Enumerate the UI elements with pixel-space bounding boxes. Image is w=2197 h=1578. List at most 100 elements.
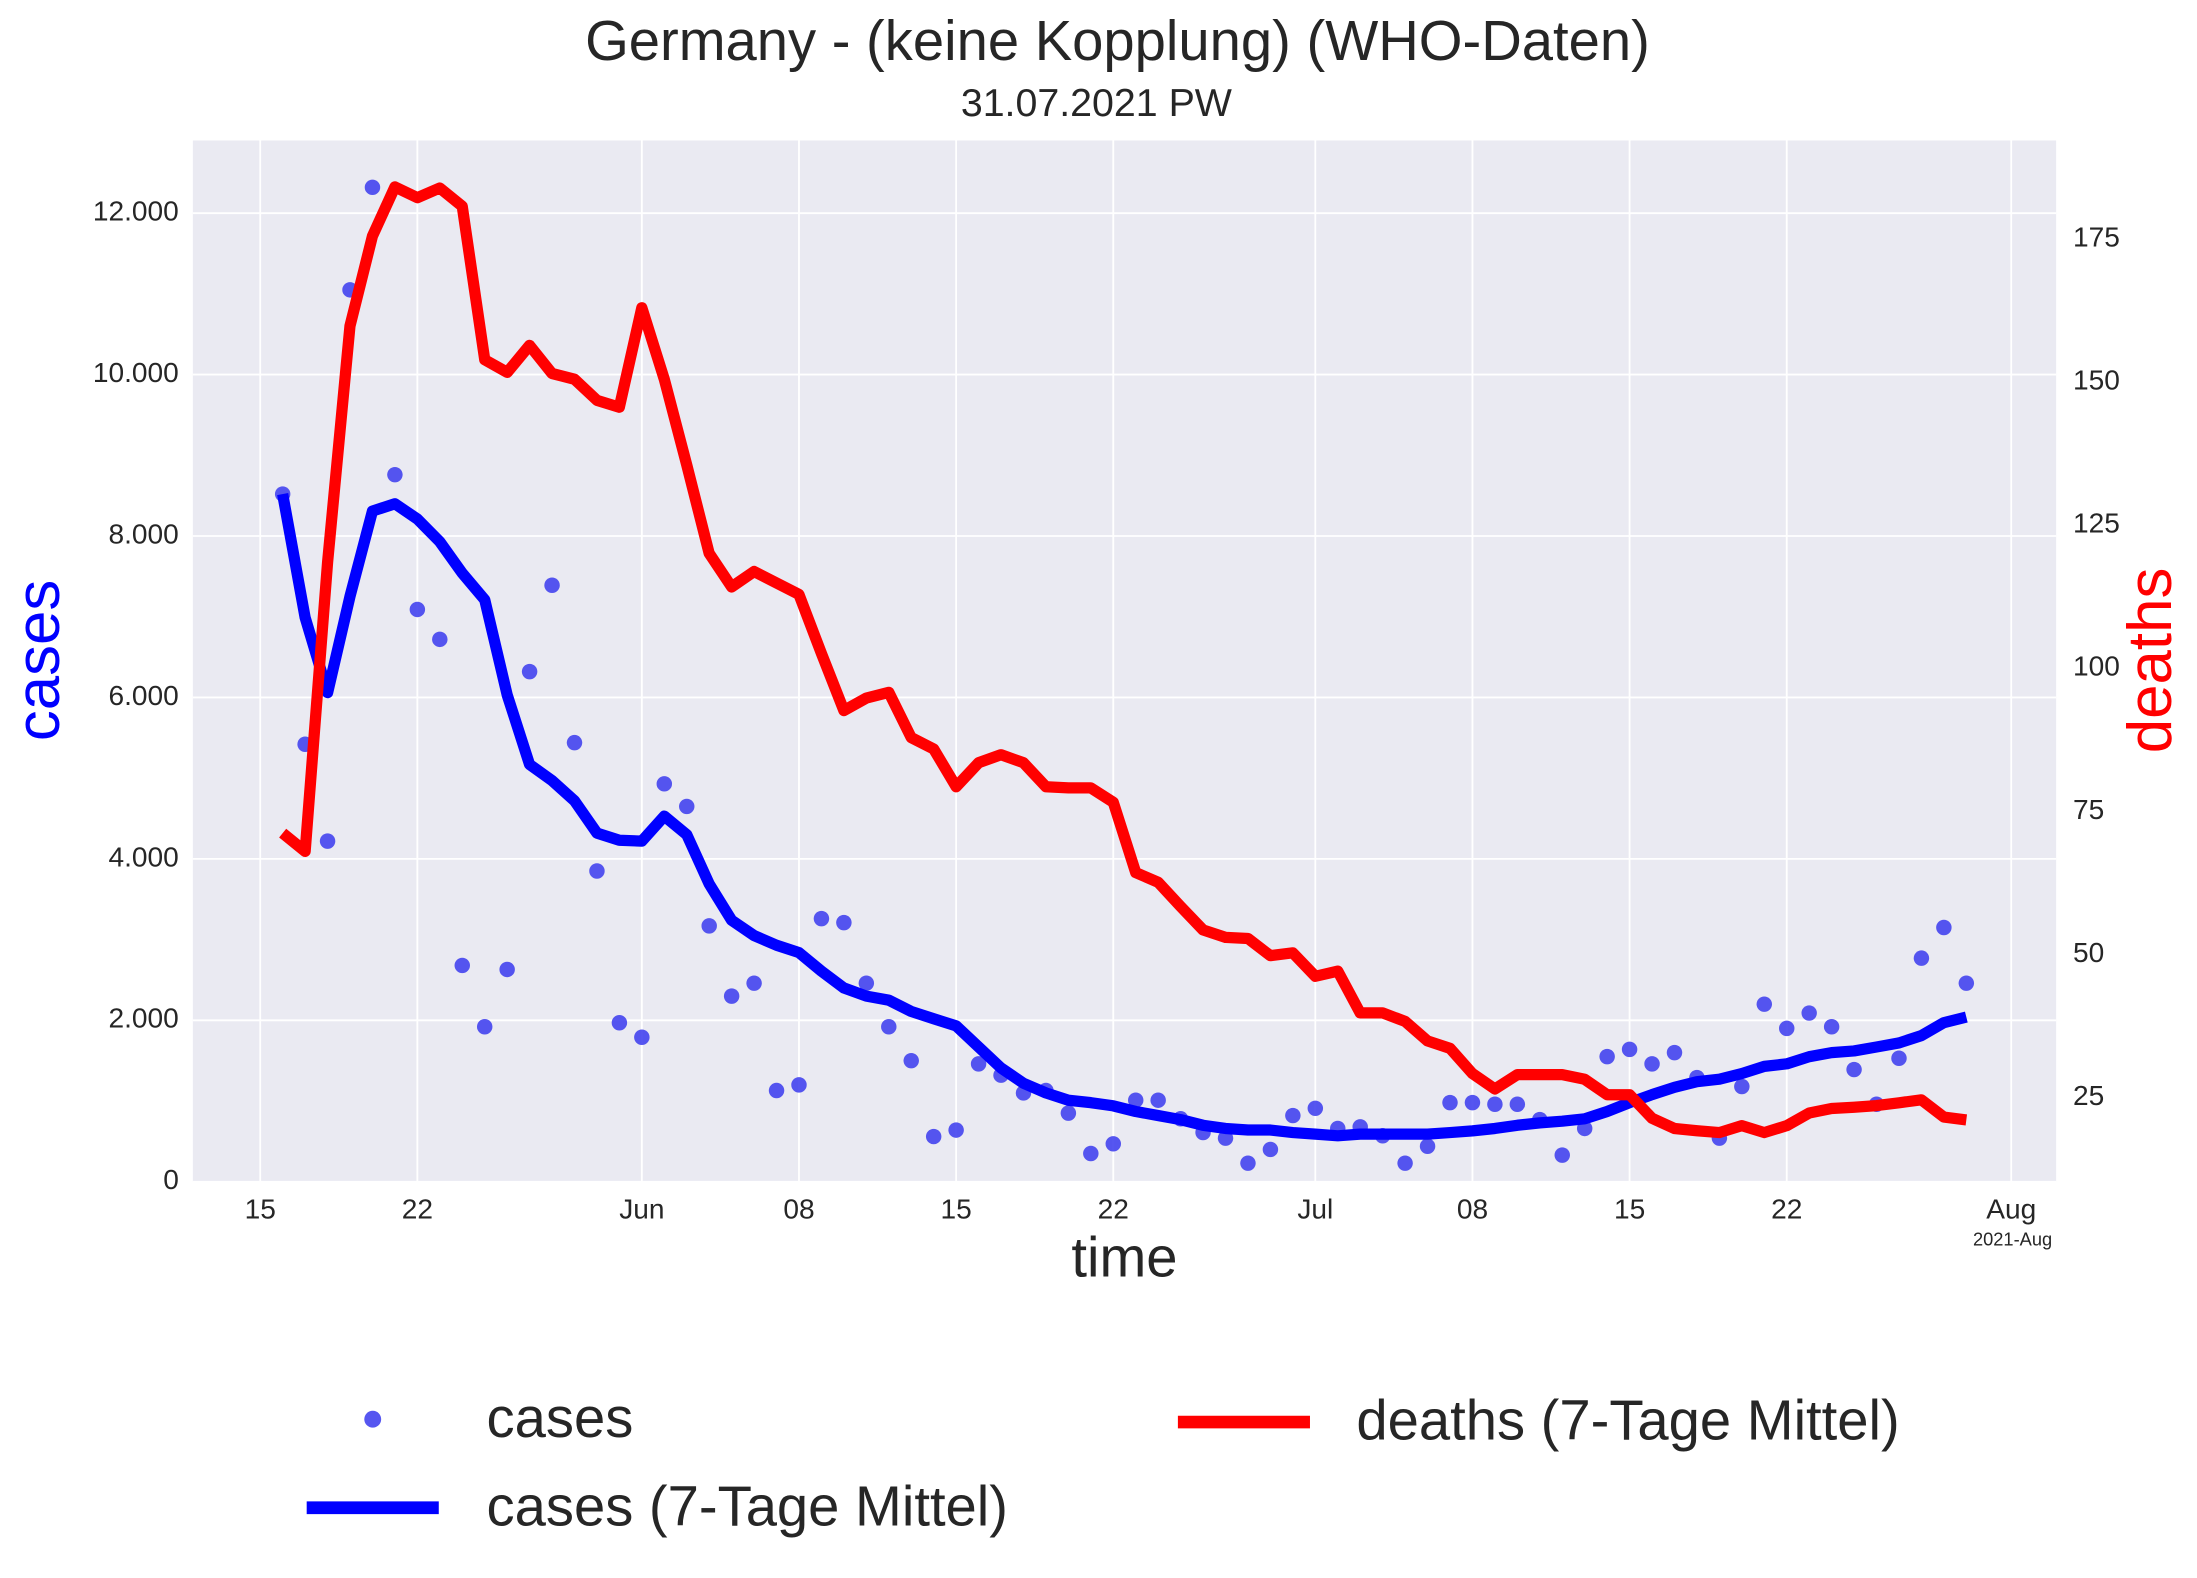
y2-tick-label: 125: [2073, 508, 2120, 539]
y-tick-label: 0: [163, 1164, 179, 1195]
data-point: [1599, 1048, 1615, 1065]
y2-axis-label: deaths: [2116, 568, 2185, 754]
chart-subtitle: 31.07.2021 PW: [961, 81, 1232, 125]
legend-label: cases (7-Tage Mittel): [487, 1474, 1008, 1537]
x-tick-label: 15: [941, 1194, 972, 1225]
data-point: [881, 1019, 897, 1035]
x-tick-label: Jun: [619, 1194, 664, 1225]
data-point: [521, 663, 538, 680]
data-point: [566, 734, 583, 751]
labels: 15 22 Jun 08 15 22 Jul 08 15 22 Aug 0 2.000 4.000 6.00…: [93, 196, 2120, 1225]
legend: cases cases (7-Tage Mittel) deaths (7-Tage…: [306, 1386, 1900, 1537]
y2-tick-label: 25: [2073, 1080, 2104, 1111]
data-point: [858, 975, 875, 991]
data-point: [1936, 919, 1952, 936]
data-point: [1891, 1050, 1907, 1066]
x-tick-label: 22: [402, 1194, 433, 1225]
data-point: [1464, 1094, 1481, 1111]
x-axis-label: time: [1071, 1226, 1177, 1289]
y2-tick-label: 150: [2073, 364, 2120, 395]
legend-label: cases: [487, 1386, 634, 1449]
data-point: [903, 1052, 919, 1069]
data-line: [279, 181, 1968, 1139]
data-point: [499, 961, 515, 978]
y-axis-label: cases: [4, 580, 73, 741]
data-point: [948, 1122, 964, 1138]
data-point: [1958, 975, 1975, 991]
y-tick-label: 4.000: [109, 841, 179, 872]
y-tick-label: 8.000: [109, 518, 179, 549]
data-point: [454, 957, 470, 974]
data-point: [1105, 1136, 1121, 1152]
data-point: [1554, 1147, 1570, 1163]
y-tick-label: 10.000: [93, 357, 179, 388]
data-point: [1442, 1094, 1458, 1111]
y-tick-label: 2.000: [109, 1003, 179, 1034]
x-tick-label: Jul: [1297, 1194, 1333, 1225]
x-tick-label: 22: [1771, 1194, 1802, 1225]
legend-marker: [364, 1410, 382, 1428]
y2-tick-label: 100: [2073, 651, 2120, 682]
data-point: [476, 1019, 493, 1035]
y2-tick-label: 75: [2073, 794, 2104, 825]
data-point: [1621, 1041, 1638, 1058]
data-point: [836, 914, 852, 931]
data-point: [746, 975, 762, 991]
data-point: [1307, 1100, 1324, 1117]
y-tick-label: 12.000: [93, 196, 179, 227]
data-point: [1083, 1145, 1099, 1162]
data-point: [1779, 1020, 1795, 1037]
data-point: [679, 798, 695, 815]
data-point: [1666, 1044, 1683, 1061]
data-line: [277, 493, 1968, 1142]
legend-label: deaths (7-Tage Mittel): [1356, 1389, 1899, 1452]
y2-tick-label: 175: [2073, 221, 2120, 252]
data-point: [1419, 1138, 1436, 1154]
x-tick-label: 22: [1098, 1194, 1129, 1225]
x-tick-label: 15: [245, 1194, 276, 1225]
data-point: [791, 1077, 807, 1093]
data-point: [1913, 950, 1930, 966]
y-tick-label: 6.000: [109, 680, 179, 711]
data-point: [1150, 1092, 1166, 1108]
data-point: [723, 988, 740, 1004]
data-point: [925, 1128, 942, 1145]
data-point: [768, 1082, 785, 1099]
data-point: [1509, 1096, 1526, 1112]
data-point: [634, 1029, 650, 1045]
data-point: [1644, 1056, 1660, 1072]
y2-tick-label: 50: [2073, 937, 2104, 968]
data-point: [589, 863, 605, 879]
x-tick-label: 08: [783, 1194, 814, 1225]
data-point: [319, 833, 336, 849]
data-point: [1801, 1005, 1817, 1021]
data-point: [364, 179, 381, 196]
data-point: [387, 466, 403, 483]
marks: [274, 179, 1975, 1171]
data-point: [611, 1015, 628, 1031]
x-tick-label: 15: [1614, 1194, 1645, 1225]
x-offset-label: 2021-Aug: [1973, 1229, 2052, 1250]
data-point: [1487, 1096, 1503, 1112]
data-point: [1756, 996, 1773, 1012]
data-point: [813, 910, 830, 927]
data-point: [701, 918, 717, 934]
data-point: [1846, 1061, 1862, 1078]
data-point: [432, 631, 448, 648]
data-point: [1127, 1092, 1144, 1108]
data-point: [409, 601, 426, 618]
x-tick-label: Aug: [1986, 1194, 2036, 1225]
data-point: [1734, 1078, 1750, 1095]
data-point: [1823, 1019, 1840, 1035]
chart-title: Germany - (keine Kopplung) (WHO-Daten): [585, 9, 1650, 72]
data-point: [1262, 1141, 1279, 1158]
data-point: [656, 776, 673, 792]
x-tick-label: 08: [1457, 1194, 1488, 1225]
data-point: [1397, 1155, 1413, 1171]
data-point: [1240, 1155, 1256, 1171]
data-point: [544, 577, 560, 593]
data-point: [1060, 1105, 1077, 1121]
data-point: [1285, 1107, 1301, 1124]
